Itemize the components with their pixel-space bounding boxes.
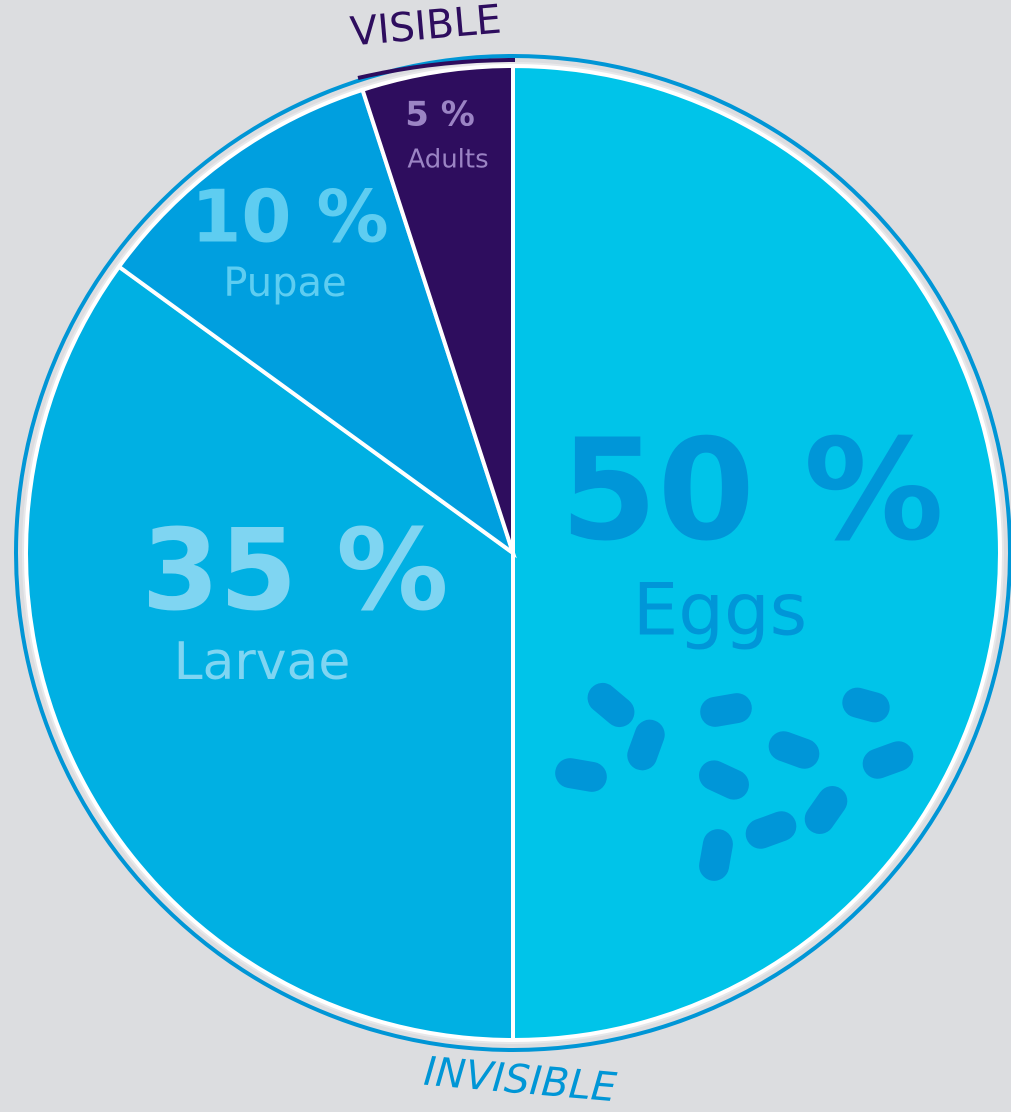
category-label: Adults [407, 145, 488, 175]
visible-label: VISIBLE [348, 0, 503, 56]
egg-icons [555, 682, 914, 881]
invisible-label: INVISIBLE [422, 1049, 619, 1112]
value-label: 50 % [560, 410, 944, 573]
category-label: Pupae [223, 260, 346, 306]
visible-arc [357, 58, 516, 80]
value-label: 10 % [191, 175, 388, 259]
pie-slice [359, 63, 515, 554]
slices [24, 63, 1002, 1043]
category-label: Larvae [174, 632, 351, 692]
pie-slice [24, 263, 515, 1043]
value-label: 5 % [405, 95, 475, 135]
outer-ring [14, 54, 1011, 1052]
pie-slice [116, 87, 517, 559]
category-label: Eggs [633, 568, 807, 652]
pie-slice [511, 63, 1002, 1043]
value-label: 35 % [141, 506, 448, 636]
